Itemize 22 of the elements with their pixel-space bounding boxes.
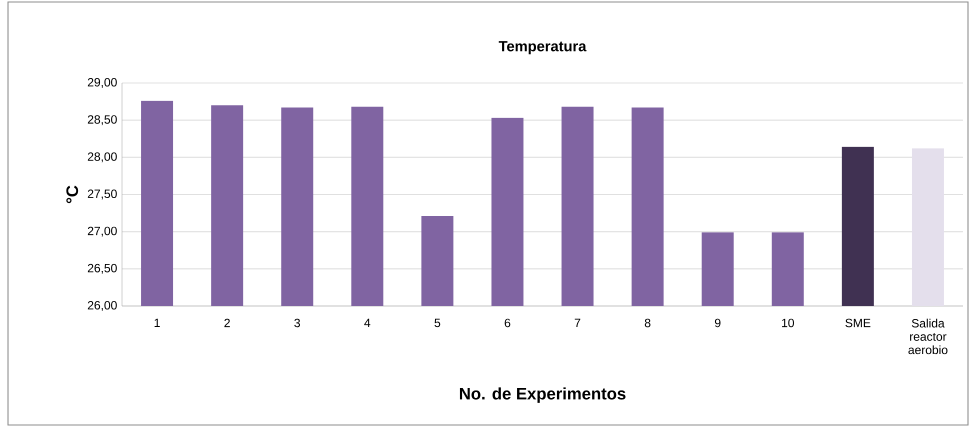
x-tick-label: 6 (504, 318, 510, 328)
y-axis-title: °C (66, 186, 78, 204)
x-tick-label: Salida reactor aerobio (908, 318, 948, 354)
y-tick-label: 28,00 (88, 152, 117, 162)
x-tick-label: 4 (364, 318, 370, 327)
chart-title: Temperatura (498, 41, 586, 54)
x-axis-title: No. de Experimentos (460, 387, 626, 403)
y-tick-label: 28,50 (88, 115, 117, 126)
x-tick-label: 8 (644, 318, 650, 328)
y-tick-label: 26,50 (88, 264, 117, 274)
x-tick-label: 3 (294, 318, 300, 328)
y-tick-label: 29,00 (88, 78, 117, 88)
y-tick-label: 27,50 (88, 190, 117, 200)
x-tick-label: 1 (154, 318, 160, 327)
y-tick-label: 27,00 (88, 226, 117, 237)
x-tick-label: SME (845, 318, 870, 328)
x-tick-label: 2 (224, 318, 230, 328)
x-tick-label: 7 (574, 318, 580, 327)
x-tick-label: 5 (434, 318, 440, 328)
x-tick-label: 9 (714, 318, 720, 328)
y-tick-label: 26,00 (88, 301, 117, 311)
x-tick-label: 10 (782, 318, 794, 328)
